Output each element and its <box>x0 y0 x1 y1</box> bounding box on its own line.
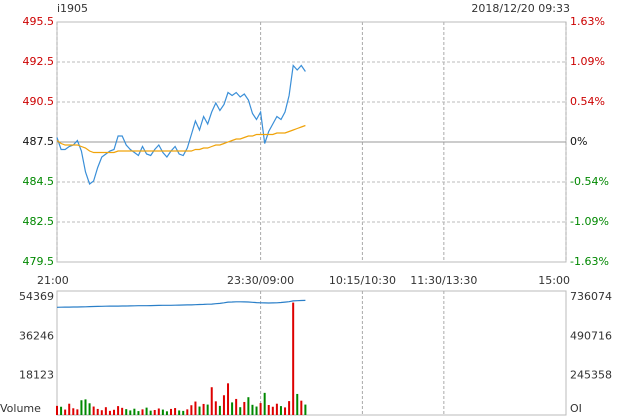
y2-tick-label: 0% <box>570 135 587 148</box>
volume-bar <box>153 410 156 415</box>
volume-bar <box>243 401 246 415</box>
volume-bar <box>267 405 270 415</box>
volume-bar <box>129 410 132 415</box>
x-tick-label: 21:00 <box>37 274 69 287</box>
y-tick-label: 18123 <box>19 369 54 382</box>
y2-tick-label: 490716 <box>570 329 612 342</box>
y2-tick-label: -1.63% <box>570 255 609 268</box>
series-line <box>56 64 306 185</box>
y2-tick-label: 1.63% <box>570 15 605 28</box>
volume-bar <box>255 406 258 415</box>
volume-bar <box>275 403 278 415</box>
x-tick-label: 10:15/10:30 <box>329 274 396 287</box>
volume-bar <box>300 400 303 415</box>
volume-bar <box>194 401 197 415</box>
volume-bar <box>100 410 103 415</box>
volume-bar <box>227 383 230 415</box>
volume-bar <box>210 387 213 415</box>
volume-bar <box>157 408 160 415</box>
volume-bar <box>108 410 111 415</box>
volume-bar <box>190 405 193 415</box>
volume-bar <box>88 403 91 415</box>
volume-bar <box>165 411 168 415</box>
volume-bar <box>198 406 201 415</box>
x-tick-label: 11:30/13:30 <box>410 274 477 287</box>
volume-bar <box>80 400 83 415</box>
volume-bar <box>186 409 189 415</box>
volume-bar <box>247 397 250 415</box>
volume-bar <box>125 409 128 415</box>
volume-bar <box>84 399 87 415</box>
volume-bar <box>64 409 67 415</box>
volume-bar <box>170 408 173 415</box>
y-tick-label: 492.5 <box>23 55 55 68</box>
y-tick-label: 479.5 <box>23 255 55 268</box>
volume-bar <box>72 408 75 415</box>
y-axis-label: Volume <box>0 402 41 415</box>
series-line <box>56 124 306 154</box>
x-tick-label: 15:00 <box>538 274 570 287</box>
volume-bar <box>251 404 254 415</box>
volume-bar <box>288 401 291 415</box>
volume-bar <box>231 402 234 415</box>
volume-bar <box>182 410 185 415</box>
volume-bar <box>174 408 177 415</box>
volume-bar <box>60 406 63 415</box>
y-tick-label: 54369 <box>19 290 54 303</box>
y-tick-label: 487.5 <box>23 135 55 148</box>
chart-title: i1905 <box>57 2 88 15</box>
volume-bar <box>117 406 120 415</box>
volume-bar <box>133 408 136 415</box>
volume-bar <box>121 407 124 415</box>
timestamp: 2018/12/20 09:33 <box>471 2 570 15</box>
y-tick-label: 490.5 <box>23 95 55 108</box>
volume-bar <box>214 401 217 415</box>
y2-axis-label: OI <box>570 402 582 415</box>
series-line <box>56 299 306 308</box>
y2-tick-label: -0.54% <box>570 175 609 188</box>
y-tick-label: 484.5 <box>23 175 55 188</box>
volume-bar <box>56 405 58 415</box>
volume-bar <box>92 406 95 415</box>
y-tick-label: 482.5 <box>23 215 55 228</box>
volume-bar <box>263 392 266 415</box>
y2-tick-label: 1.09% <box>570 55 605 68</box>
volume-bar <box>296 393 299 415</box>
volume-bar <box>68 403 71 415</box>
volume-bar <box>104 407 107 415</box>
volume-bar <box>279 406 282 415</box>
y-tick-label: 36246 <box>19 329 54 342</box>
volume-bar <box>149 410 152 415</box>
volume-bar <box>292 302 295 415</box>
plot-frame <box>56 290 567 416</box>
volume-bar <box>145 407 148 415</box>
volume-bar <box>218 405 221 415</box>
volume-bar <box>222 395 225 415</box>
volume-bar <box>206 404 209 415</box>
volume-bar <box>178 410 181 415</box>
volume-bar <box>96 408 99 415</box>
volume-bar <box>161 409 164 415</box>
x-tick-label: 23:30/09:00 <box>227 274 294 287</box>
y2-tick-label: 0.54% <box>570 95 605 108</box>
y2-tick-label: -1.09% <box>570 215 609 228</box>
y-tick-label: 495.5 <box>23 15 55 28</box>
volume-bar <box>259 403 262 415</box>
y2-tick-label: 245358 <box>570 369 612 382</box>
volume-bar <box>271 406 274 415</box>
volume-bar <box>239 407 242 415</box>
volume-bar <box>76 409 79 415</box>
volume-bar <box>202 403 205 415</box>
volume-bar <box>141 409 144 415</box>
volume-bar <box>113 409 116 415</box>
volume-bar <box>137 411 140 415</box>
volume-bar <box>284 407 287 415</box>
volume-bar <box>235 398 238 415</box>
volume-bar <box>304 404 307 415</box>
y2-tick-label: 736074 <box>570 290 612 303</box>
